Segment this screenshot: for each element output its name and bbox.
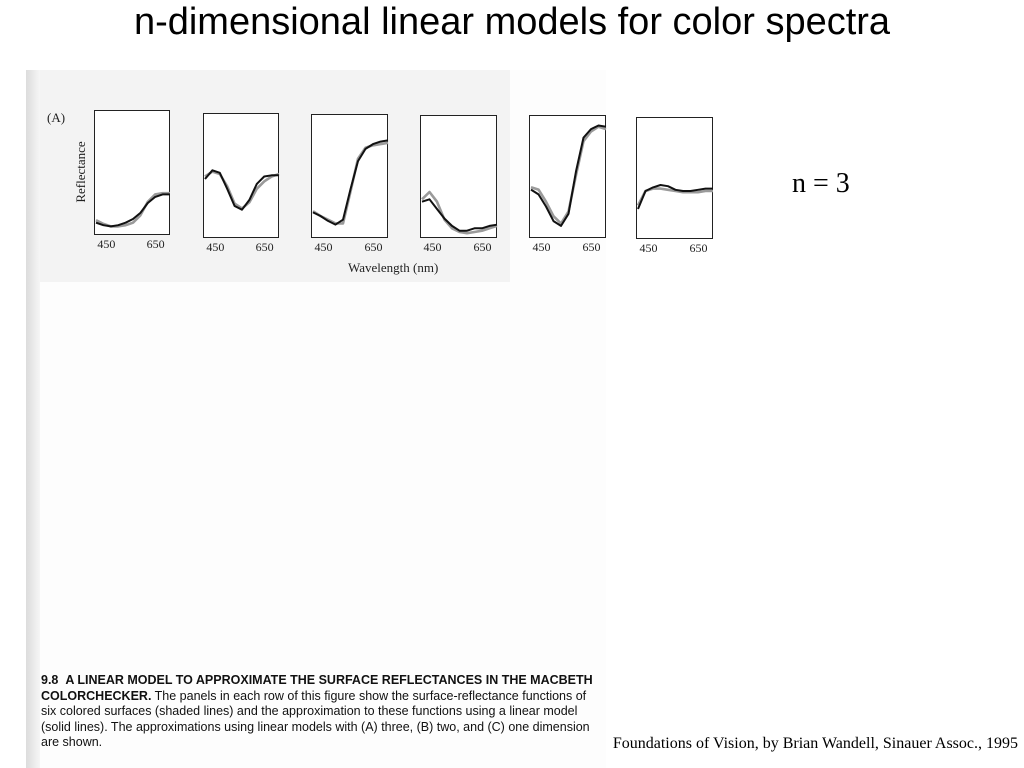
model-approximation-line (421, 198, 498, 232)
reflectance-panel (203, 113, 280, 238)
reflectance-plot (204, 169, 280, 211)
model-approximation-line (95, 193, 170, 228)
caption-heading: A LINEAR MODEL TO APPROXIMATE THE SURFAC… (41, 673, 593, 703)
y-axis-label: Reflectance (73, 141, 88, 203)
reflectance-plot (95, 191, 170, 228)
x-tick-label: 650 (255, 240, 274, 254)
model-approximation-line (312, 139, 389, 226)
measured-reflectance-line (637, 187, 713, 207)
reflectance-panel (636, 117, 713, 239)
model-approximation-line (204, 169, 279, 211)
model-approximation-line (637, 184, 713, 210)
x-tick-label: 450 (97, 237, 116, 251)
x-tick-label: 450 (314, 240, 333, 254)
measured-reflectance-line (312, 141, 389, 225)
page-binding-shadow (26, 70, 40, 768)
reflectance-panel (311, 114, 389, 238)
panel-row-label: (A) (47, 110, 66, 125)
reflectance-panel (94, 110, 170, 235)
reflectance-plot (530, 124, 607, 227)
x-tick-label: 450 (206, 240, 225, 254)
x-tick-label: 650 (582, 240, 601, 254)
x-tick-label: 450 (639, 241, 658, 255)
measured-reflectance-line (421, 190, 498, 235)
x-tick-label: 450 (423, 240, 442, 254)
source-credit: Foundations of Vision, by Brian Wandell,… (612, 735, 1018, 752)
measured-reflectance-line (95, 191, 170, 228)
reflectance-plot (312, 139, 389, 226)
x-tick-label: 650 (364, 240, 383, 254)
x-tick-label: 450 (532, 240, 551, 254)
x-tick-label: 650 (146, 237, 165, 251)
reflectance-plot (421, 190, 498, 235)
x-axis-label: Wavelength (nm) (348, 260, 439, 275)
caption-body: The panels in each row of this figure sh… (41, 688, 590, 750)
model-approximation-line (530, 124, 607, 227)
slide-title: n-dimensional linear models for color sp… (133, 1, 891, 43)
dimension-label: n = 3 (792, 168, 850, 199)
figure-caption: 9.8 A LINEAR MODEL TO APPROXIMATE THE SU… (41, 673, 601, 751)
x-tick-label: 650 (689, 241, 708, 255)
reflectance-plot (637, 184, 713, 210)
reflectance-panel (529, 115, 607, 238)
measured-reflectance-line (204, 170, 280, 210)
x-tick-label: 650 (473, 240, 492, 254)
caption-number: 9.8 (41, 673, 59, 687)
reflectance-panel (420, 115, 498, 238)
